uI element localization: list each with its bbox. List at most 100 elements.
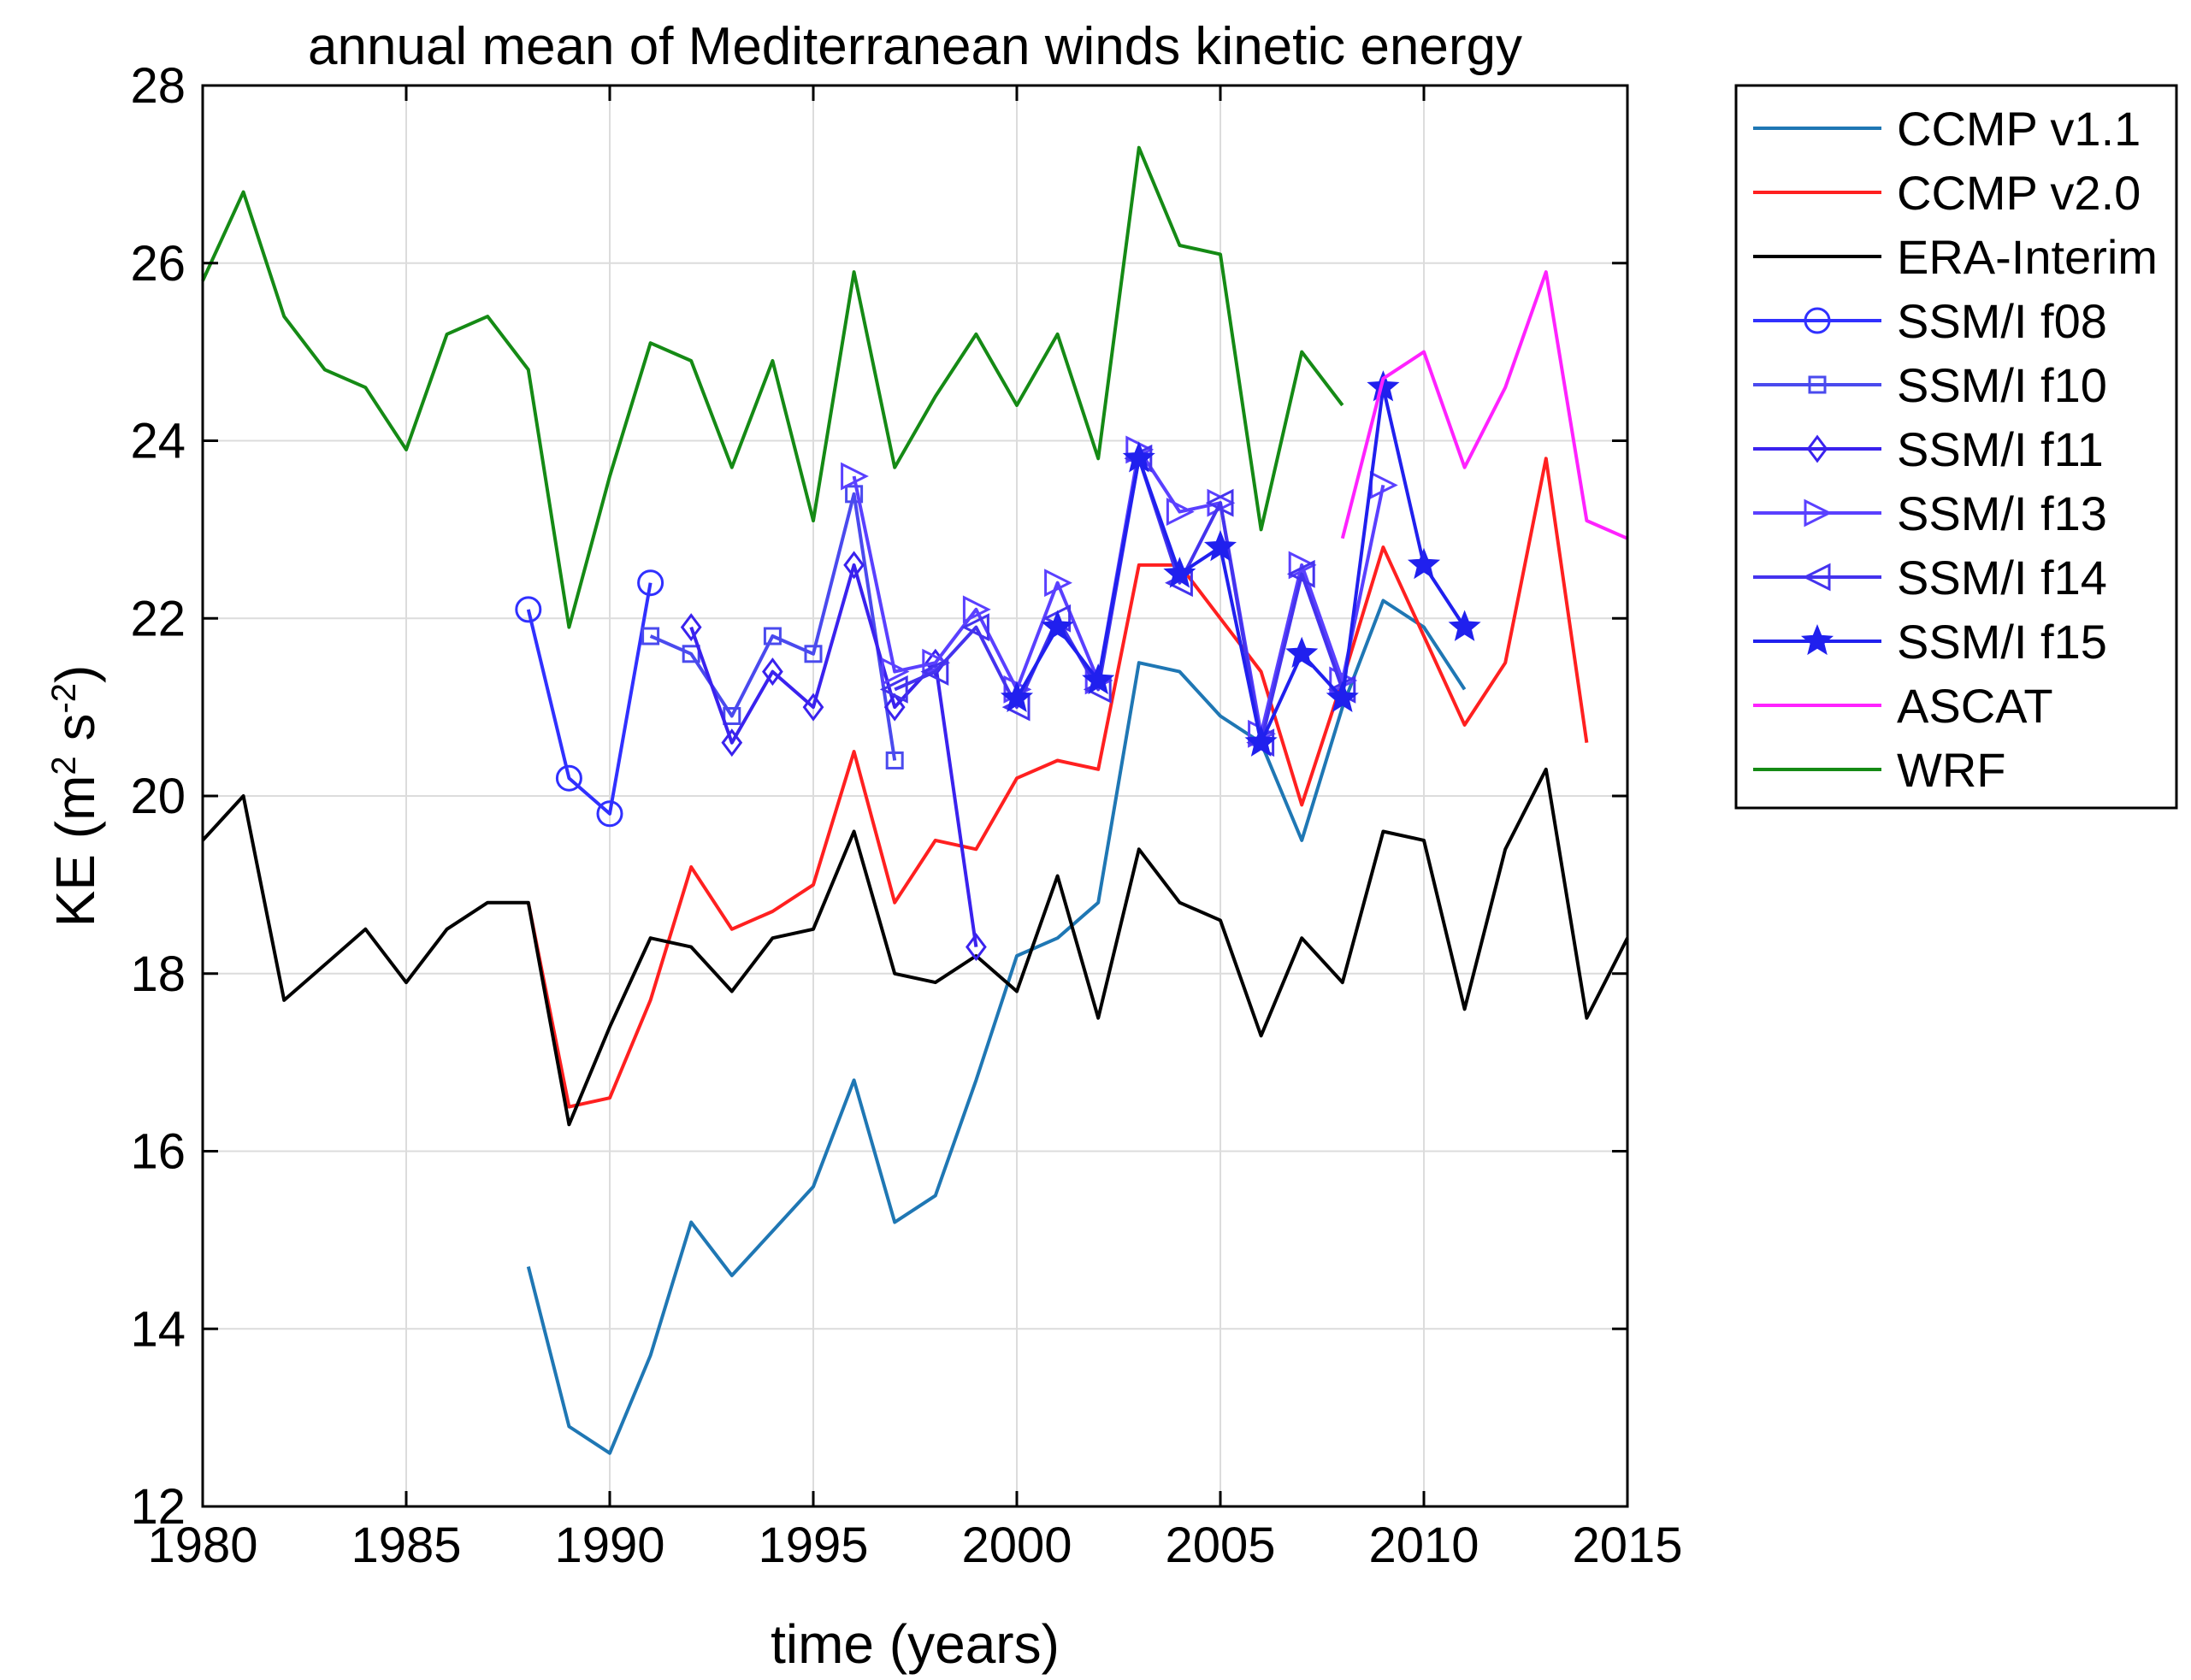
data-point-ssm-i-f14 xyxy=(920,657,949,687)
data-point-ssm-i-f08 xyxy=(555,764,582,792)
axes: 1980 1985 1990 1995 2000 2005 2010 2015 12 14 16 18… xyxy=(130,58,1682,1573)
data-point-ssm-i-f13 xyxy=(922,648,951,677)
chart-title: annual mean of Mediterranean winds kinet… xyxy=(308,17,1522,76)
series-ssm-i-f11 xyxy=(680,551,987,962)
series-line-ssm-i-f15 xyxy=(1015,386,1467,745)
data-point-ssm-i-f10 xyxy=(845,485,864,504)
data-point-ssm-i-f13 xyxy=(881,657,910,687)
y-tick-label: 16 xyxy=(130,1124,186,1180)
data-point-ssm-i-f11 xyxy=(966,933,987,962)
data-point-ssm-i-f14 xyxy=(1205,488,1234,517)
series-ssm-i-f15 xyxy=(1000,370,1481,757)
legend-marker xyxy=(1806,434,1828,463)
legend-entry-era-interim: ERA-Interim xyxy=(1753,230,2158,284)
data-point-ssm-i-f11 xyxy=(762,657,783,687)
series-line-ccmp-v2-0 xyxy=(526,457,1589,1109)
series-ccmp-v1-1 xyxy=(526,598,1467,1455)
series-wrf xyxy=(201,145,1344,629)
data-point-ssm-i-f13 xyxy=(1044,569,1072,598)
legend: CCMP v1.1 CCMP v2.0 ERA-Interim SSM/I f08 SS… xyxy=(1734,84,2178,810)
legend-entry-ccmp-v2-0: CCMP v2.0 xyxy=(1753,166,2141,220)
data-point-ssm-i-f08 xyxy=(637,569,664,597)
data-point-ssm-i-f11 xyxy=(802,693,824,722)
x-tick-label: 2000 xyxy=(961,1518,1072,1573)
data-point-ssm-i-f15 xyxy=(1163,557,1196,588)
legend-entry-ssm-i-f11: SSM/I f11 xyxy=(1753,422,2104,476)
legend-entry-ccmp-v1-1: CCMP v1.1 xyxy=(1753,102,2141,156)
legend-label: SSM/I f13 xyxy=(1897,486,2107,540)
data-point-ssm-i-f11 xyxy=(883,693,906,722)
y-axis-label-mid: s xyxy=(44,714,106,757)
data-point-ssm-i-f15 xyxy=(1203,530,1237,562)
legend-entry-wrf: WRF xyxy=(1753,743,2006,797)
legend-entry-ssm-i-f10: SSM/I f10 xyxy=(1753,358,2107,412)
legend-label: WRF xyxy=(1897,743,2006,797)
x-tick-label: 1990 xyxy=(554,1518,664,1573)
data-point-ssm-i-f13 xyxy=(962,595,991,624)
data-point-ssm-i-f15 xyxy=(1448,610,1481,641)
series-ccmp-v2-0 xyxy=(526,457,1589,1109)
legend-label: SSM/I f10 xyxy=(1897,358,2107,412)
legend-entry-ssm-i-f15: SSM/I f15 xyxy=(1753,615,2107,669)
y-axis-label-base: KE (m xyxy=(44,775,106,928)
data-point-ssm-i-f14 xyxy=(1286,559,1315,588)
y-tick-label: 14 xyxy=(130,1301,186,1357)
x-tick-label: 2005 xyxy=(1165,1518,1275,1573)
series-ascat xyxy=(1340,270,1628,540)
legend-entry-ssm-i-f08: SSM/I f08 xyxy=(1753,294,2107,348)
legend-entry-ssm-i-f13: SSM/I f13 xyxy=(1753,486,2107,540)
legend-label: SSM/I f08 xyxy=(1897,294,2107,348)
data-point-ssm-i-f13 xyxy=(1288,551,1317,580)
data-point-ssm-i-f15 xyxy=(1122,441,1155,473)
plot-series xyxy=(201,145,1629,1455)
series-ssm-i-f13 xyxy=(841,435,1398,748)
series-line-ssm-i-f08 xyxy=(526,582,653,816)
grid xyxy=(202,85,1628,1507)
legend-marker xyxy=(1804,498,1833,528)
x-tick-label: 2010 xyxy=(1368,1518,1479,1573)
x-axis-label: time (years) xyxy=(771,1613,1060,1675)
data-point-ssm-i-f15 xyxy=(1326,681,1359,712)
y-tick-label: 12 xyxy=(130,1479,186,1535)
y-tick-label: 24 xyxy=(130,414,186,469)
x-tick-label: 1995 xyxy=(758,1518,868,1573)
legend-label: CCMP v1.1 xyxy=(1897,102,2141,156)
data-point-ssm-i-f14 xyxy=(961,613,989,642)
data-point-ssm-i-f15 xyxy=(1244,725,1278,757)
series-line-wrf xyxy=(201,145,1344,629)
y-axis-label-end: ) xyxy=(44,665,106,683)
data-point-ssm-i-f15 xyxy=(1407,547,1441,580)
y-axis-label-sup2: -2 xyxy=(45,683,83,714)
series-line-era-interim xyxy=(201,767,1629,1127)
data-point-ssm-i-f15 xyxy=(1367,370,1400,402)
legend-marker xyxy=(1804,307,1831,334)
series-line-ascat xyxy=(1340,270,1628,540)
series-line-ssm-i-f14 xyxy=(894,457,1344,745)
series-line-ssm-i-f13 xyxy=(852,447,1385,736)
series-era-interim xyxy=(201,767,1629,1127)
data-point-ssm-i-f10 xyxy=(804,645,823,663)
legend-entry-ascat: ASCAT xyxy=(1753,679,2053,733)
legend-entry-ssm-i-f14: SSM/I f14 xyxy=(1753,551,2107,604)
series-ssm-i-f08 xyxy=(515,569,664,828)
data-point-ssm-i-f11 xyxy=(680,613,702,642)
legend-label: SSM/I f15 xyxy=(1897,615,2107,669)
legend-marker xyxy=(1802,563,1831,592)
data-point-ssm-i-f13 xyxy=(1166,498,1195,527)
data-point-ssm-i-f15 xyxy=(1000,681,1034,712)
data-point-ssm-i-f11 xyxy=(843,551,865,580)
y-tick-label: 28 xyxy=(130,58,186,114)
y-tick-label: 20 xyxy=(130,769,186,824)
series-ssm-i-f14 xyxy=(879,444,1356,757)
legend-label: SSM/I f11 xyxy=(1897,422,2104,476)
data-point-ssm-i-f15 xyxy=(1082,663,1115,695)
data-point-ssm-i-f13 xyxy=(841,462,869,491)
data-point-ssm-i-f10 xyxy=(641,627,660,645)
y-tick-label: 22 xyxy=(130,591,186,646)
data-point-ssm-i-f10 xyxy=(763,627,782,645)
data-point-ssm-i-f08 xyxy=(515,596,542,623)
x-tick-label: 2015 xyxy=(1572,1518,1682,1573)
data-point-ssm-i-f15 xyxy=(1041,610,1074,641)
series-line-ssm-i-f11 xyxy=(689,563,978,947)
